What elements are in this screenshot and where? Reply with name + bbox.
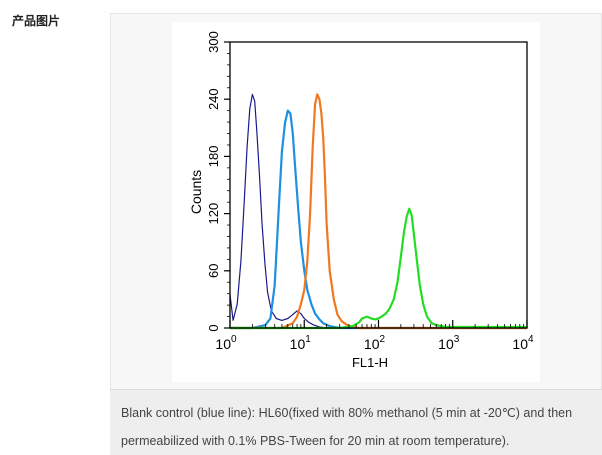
y-tick-label: 240 [206, 88, 221, 110]
flow-cytometry-figure: 0 60 120 180 240 300 100 101 102 103 104 Counts FL… [172, 22, 540, 382]
x-tick-label: 102 [364, 334, 386, 352]
y-axis-title: Counts [188, 170, 204, 214]
y-tick-label: 180 [206, 146, 221, 168]
figure-caption: Blank control (blue line): HL60(fixed wi… [121, 406, 573, 448]
y-tick-label: 300 [206, 31, 221, 53]
x-tick-label: 100 [215, 334, 237, 352]
histogram-series-3 [230, 93, 527, 330]
caption-bar [110, 389, 602, 455]
histogram-chart: 0 60 120 180 240 300 100 101 102 103 104 Counts FL… [188, 31, 534, 370]
y-tick-label: 0 [206, 324, 221, 331]
x-axis-title: FL1-H [352, 355, 388, 370]
section-label: 产品图片 [12, 14, 61, 28]
y-tick-label: 120 [206, 203, 221, 225]
x-tick-label: 104 [512, 334, 534, 352]
y-tick-label: 60 [206, 264, 221, 278]
histogram-series-2 [230, 109, 527, 330]
histogram-series-4 [230, 207, 527, 330]
x-tick-label: 101 [290, 334, 312, 352]
x-tick-label: 103 [438, 334, 460, 352]
